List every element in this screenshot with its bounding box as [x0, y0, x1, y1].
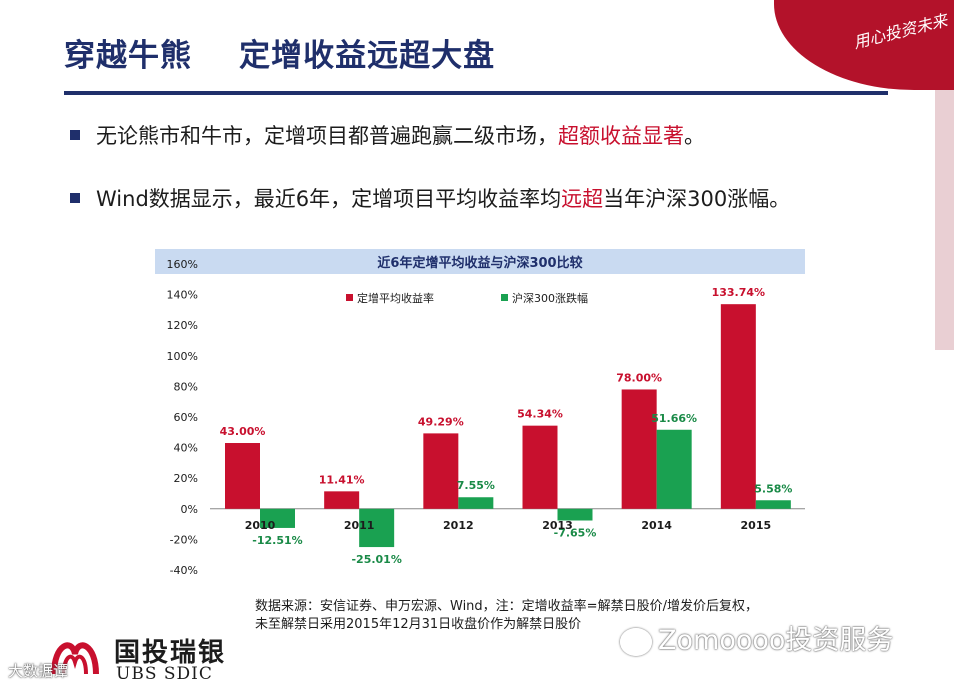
data-label: 11.41% [319, 473, 365, 486]
source-note-line-1: 数据来源：安信证券、申万宏源、Wind，注：定增收益率=解禁日股价/增发价后复权… [255, 599, 758, 614]
data-label: 49.29% [418, 415, 464, 428]
bar-csi300 [359, 508, 395, 548]
bullet-1-suffix: 。 [684, 124, 705, 148]
bullet-square-icon [70, 130, 80, 140]
bar-csi300 [656, 429, 692, 509]
y-tick-label: -40% [170, 564, 198, 577]
y-tick-label: -20% [170, 533, 198, 546]
legend-swatch [501, 294, 508, 301]
bar-csi300 [458, 497, 494, 509]
bullet-2-text: Wind数据显示，最近6年，定增项目平均收益率均 [96, 187, 562, 211]
x-tick-label: 2010 [245, 519, 276, 532]
bullet-square-icon [70, 193, 80, 203]
data-label: -25.01% [351, 553, 401, 566]
bar-private-placement [225, 443, 260, 509]
bar-csi300 [557, 508, 593, 521]
bullet-2: Wind数据显示，最近6年，定增项目平均收益率均远超当年沪深300涨幅。 [70, 183, 790, 213]
x-tick-label: 2013 [542, 519, 573, 532]
data-label: 5.58% [754, 482, 792, 495]
data-label: 7.55% [457, 479, 495, 492]
y-tick-label: 40% [174, 442, 198, 455]
y-tick-label: 100% [167, 350, 198, 363]
ubs-sdic-mark-icon [51, 642, 99, 675]
legend-label: 定增平均收益率 [357, 291, 434, 305]
bullet-2-suffix: 当年沪深300涨幅。 [603, 187, 791, 211]
legend-swatch [346, 294, 353, 301]
corner-logo-text: 用心投资未来 [851, 10, 950, 53]
bullet-1-text: 无论熊市和牛市，定增项目都普遍跑赢二级市场， [96, 124, 558, 148]
bullet-1: 无论熊市和牛市，定增项目都普遍跑赢二级市场，超额收益显著。 [70, 120, 705, 150]
x-tick-label: 2011 [344, 519, 375, 532]
data-label: -7.65% [554, 527, 597, 540]
logo-english-name: UBS SDIC [116, 664, 213, 684]
bar-csi300 [755, 500, 791, 509]
watermark-right: Zomoooo投资服务 [620, 618, 893, 657]
y-tick-label: 160% [167, 258, 198, 271]
bar-private-placement [324, 491, 360, 509]
y-tick-label: 140% [167, 289, 198, 302]
logo-chinese-name: 国投瑞银 [114, 638, 227, 668]
chart-title: 近6年定增平均收益与沪深300比较 [377, 255, 582, 271]
y-tick-label: 60% [174, 411, 198, 424]
legend-label: 沪深300涨跌幅 [512, 291, 588, 305]
source-note: 数据来源：安信证券、申万宏源、Wind，注：定增收益率=解禁日股价/增发价后复权… [255, 598, 758, 634]
x-tick-label: 2015 [741, 519, 772, 532]
bullet-2-highlight: 远超 [561, 187, 604, 211]
y-tick-label: 80% [174, 380, 198, 393]
data-label: 51.66% [651, 412, 697, 425]
slide-title: 穿越牛熊 定增收益远超大盘 [64, 38, 496, 74]
y-tick-label: 0% [181, 503, 198, 516]
watermark-right-text: Zomoooo投资服务 [658, 625, 894, 656]
chart-title-band [155, 249, 805, 274]
data-label: 54.34% [517, 408, 563, 421]
bar-private-placement [522, 425, 558, 509]
y-tick-label: 120% [167, 319, 198, 332]
data-label: 78.00% [616, 371, 662, 384]
corner-logo: 用心投资未来 [774, 0, 954, 90]
wechat-icon [620, 627, 652, 656]
bar-private-placement [720, 304, 756, 509]
data-label: 43.00% [220, 425, 266, 438]
company-logo: 国投瑞银 UBS SDIC [50, 630, 250, 686]
watermark-left: 大数据谭 [8, 662, 69, 680]
bar-chart-svg: 近6年定增平均收益与沪深300比较 -40% -20% 0% 20% 40% 60% 80% 1… [155, 249, 805, 577]
corner-decoration [935, 90, 954, 350]
x-tick-label: 2012 [443, 519, 474, 532]
source-note-line-2: 未至解禁日采用2015年12月31日收盘价作为解禁日股价 [255, 617, 582, 632]
data-label: -12.51% [252, 534, 302, 547]
y-tick-label: 20% [174, 472, 198, 485]
bar-private-placement [423, 433, 459, 509]
bar-private-placement [621, 389, 657, 509]
data-label: 133.74% [712, 286, 765, 299]
title-divider [64, 91, 888, 95]
bullet-1-highlight: 超额收益显著 [558, 124, 684, 148]
comparison-chart: 近6年定增平均收益与沪深300比较 -40% -20% 0% 20% 40% 60% 80% 1… [150, 245, 810, 585]
x-tick-label: 2014 [641, 519, 672, 532]
bar-csi300 [260, 508, 295, 528]
